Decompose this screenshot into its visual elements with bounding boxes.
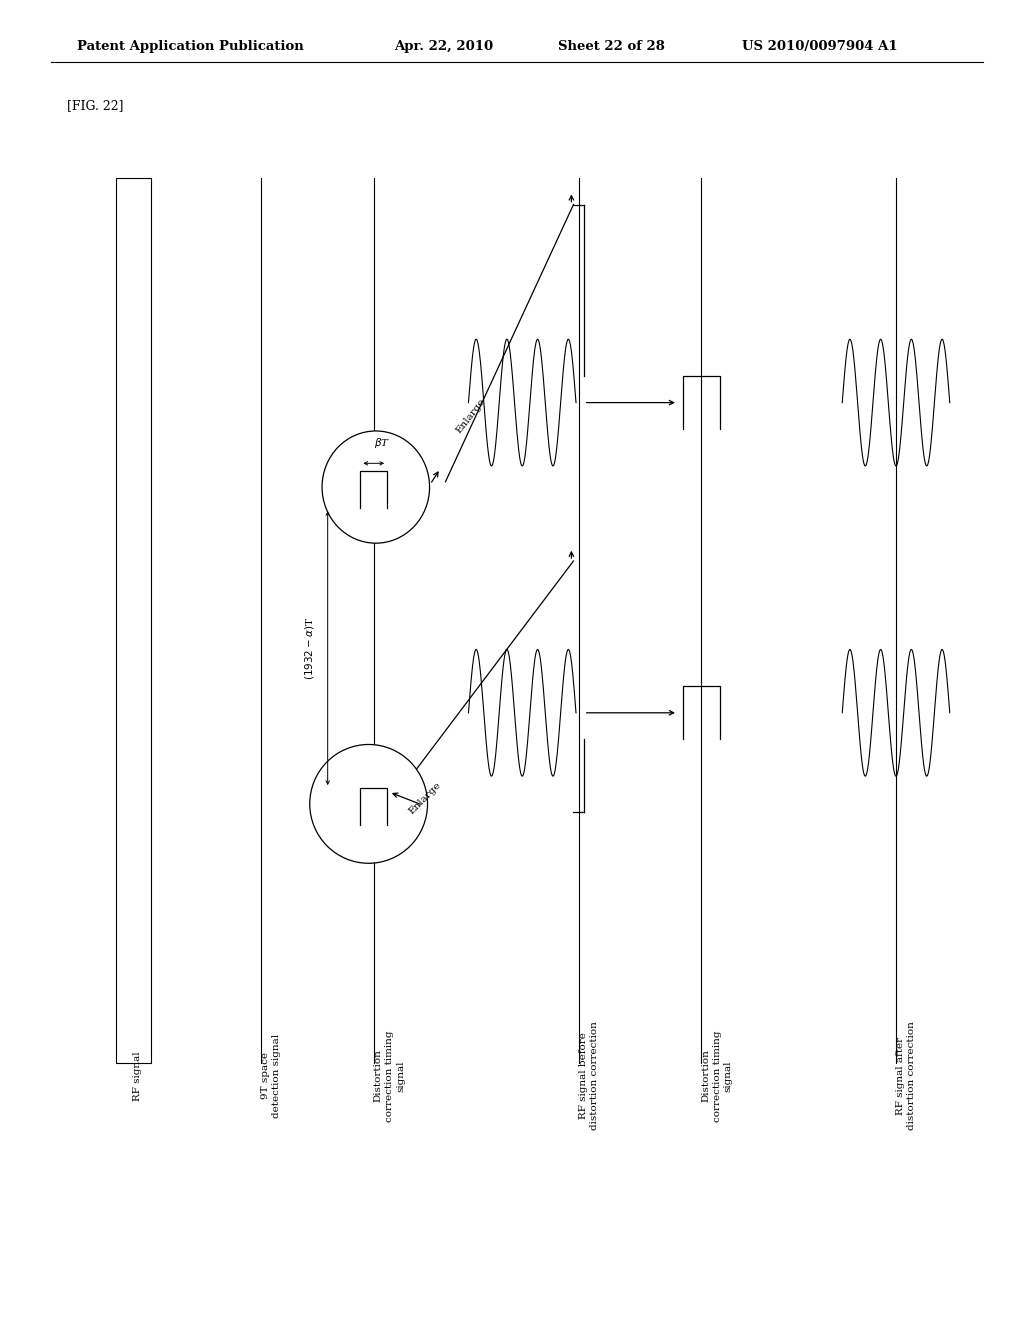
Text: $(1932-\alpha)$T: $(1932-\alpha)$T <box>303 616 315 680</box>
Text: Enlarge: Enlarge <box>455 397 487 434</box>
Text: Sheet 22 of 28: Sheet 22 of 28 <box>558 40 665 53</box>
Text: Patent Application Publication: Patent Application Publication <box>77 40 303 53</box>
Text: [FIG. 22]: [FIG. 22] <box>67 99 123 112</box>
Text: Apr. 22, 2010: Apr. 22, 2010 <box>394 40 494 53</box>
Text: Distortion
correction timing
signal: Distortion correction timing signal <box>701 1030 732 1122</box>
Bar <box>116 178 151 1063</box>
Text: RF signal after
distortion correction: RF signal after distortion correction <box>896 1022 916 1130</box>
Text: RF signal before
distortion correction: RF signal before distortion correction <box>579 1022 599 1130</box>
Text: 9T space
detection signal: 9T space detection signal <box>261 1034 282 1118</box>
Text: Distortion
correction timing
signal: Distortion correction timing signal <box>374 1030 404 1122</box>
Ellipse shape <box>309 744 428 863</box>
Text: US 2010/0097904 A1: US 2010/0097904 A1 <box>742 40 898 53</box>
Ellipse shape <box>322 430 430 544</box>
Text: Enlarge: Enlarge <box>408 780 442 817</box>
Text: $\beta$T: $\beta$T <box>374 436 390 450</box>
Text: RF signal: RF signal <box>133 1051 142 1101</box>
